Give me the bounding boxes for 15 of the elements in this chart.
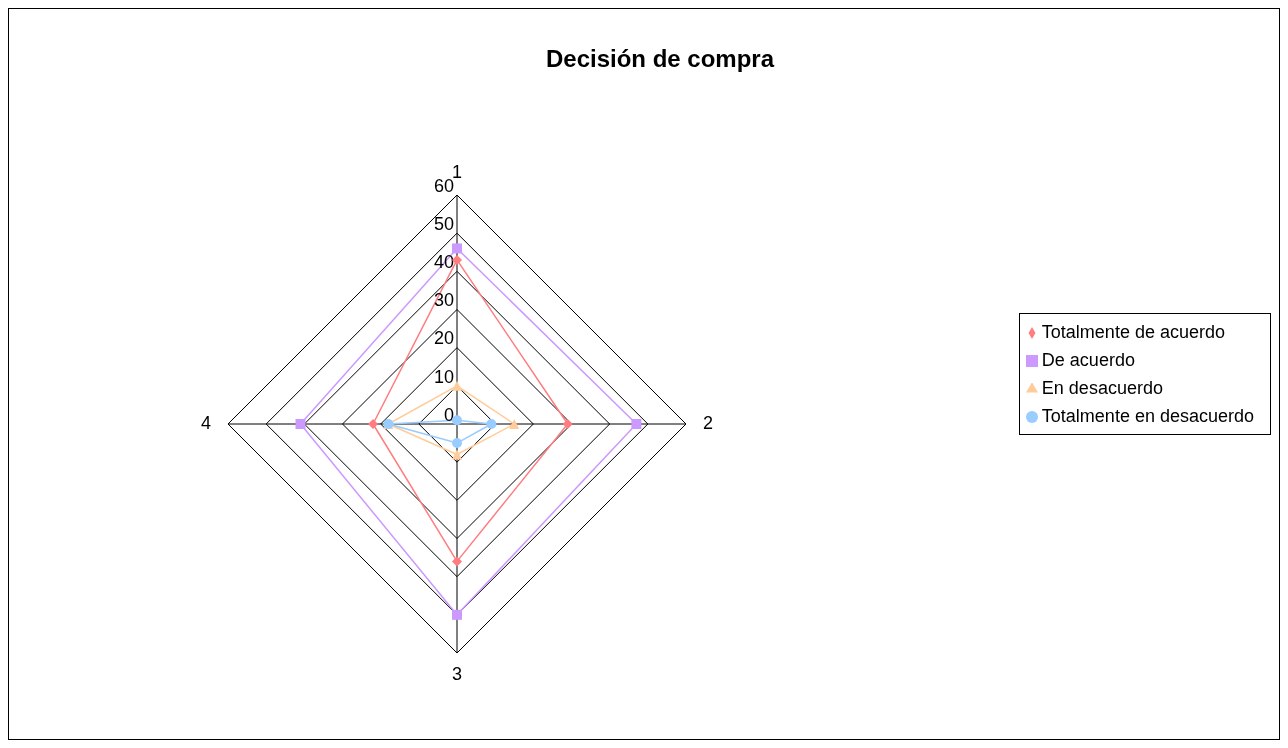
y-tick-label: 10 <box>433 366 454 387</box>
legend-label: Totalmente de acuerdo <box>1041 322 1225 342</box>
legend-label: Totalmente en desacuerdo <box>1041 406 1254 426</box>
y-tick-label: 20 <box>433 328 454 349</box>
y-tick-label: 30 <box>433 290 454 311</box>
y-tick-label: 40 <box>433 252 454 273</box>
legend-label: En desacuerdo <box>1041 378 1163 398</box>
spoke-label: 4 <box>200 412 212 433</box>
chart-title: Decisión de compra <box>545 45 775 72</box>
y-tick-label: 0 <box>443 404 454 425</box>
y-tick-label: 50 <box>433 213 454 234</box>
spoke-label: 3 <box>451 663 463 684</box>
spoke-label: 2 <box>702 412 714 433</box>
legend-label: De acuerdo <box>1041 350 1135 370</box>
y-tick-label: 60 <box>433 175 454 196</box>
